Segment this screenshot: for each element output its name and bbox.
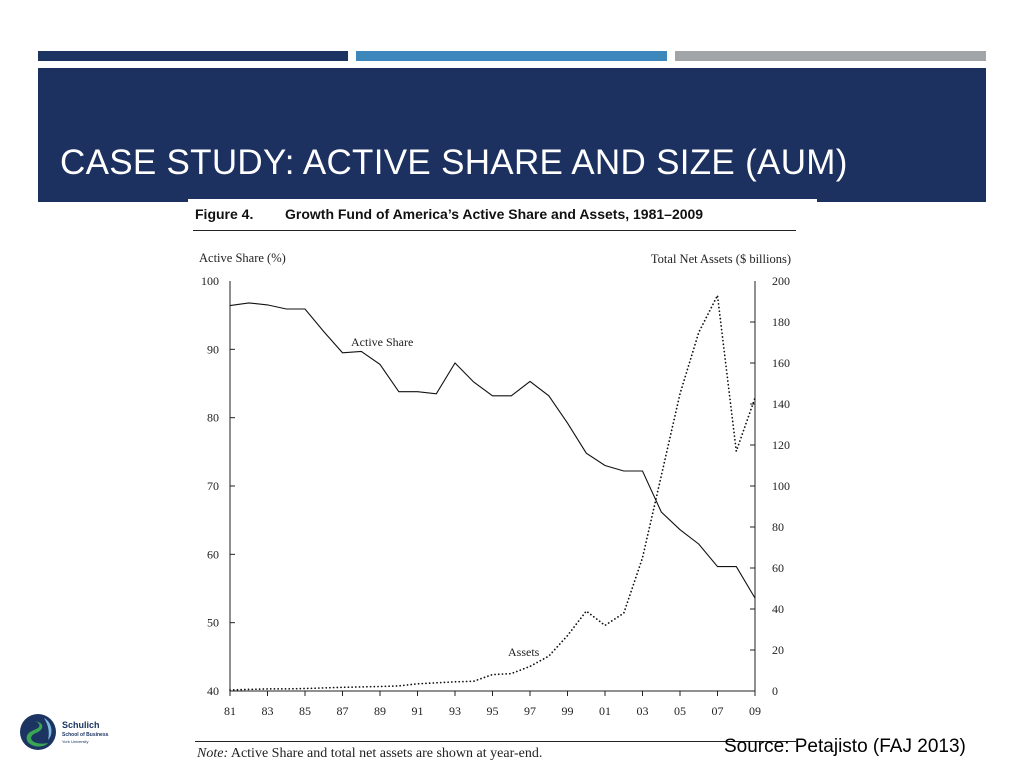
y-axis-right-title: Total Net Assets ($ billions): [651, 252, 791, 266]
x-tick-label-7: 95: [487, 704, 499, 718]
y-tick-label-right-3: 60: [772, 561, 784, 575]
y-tick-label-right-0: 0: [772, 684, 778, 698]
y-tick-label-left-6: 100: [201, 274, 219, 288]
series-label-active-share: Active Share: [351, 335, 413, 349]
header-stripe-gray: [675, 51, 986, 61]
y-tick-label-right-4: 80: [772, 520, 784, 534]
y-tick-label-left-1: 50: [207, 616, 219, 630]
y-tick-label-right-7: 140: [772, 397, 790, 411]
y-tick-label-right-1: 20: [772, 643, 784, 657]
title-banner: [38, 68, 986, 202]
figure-bottom-rule: [195, 741, 796, 742]
x-tick-label-14: 09: [749, 704, 761, 718]
x-tick-label-3: 87: [337, 704, 349, 718]
y-tick-label-right-8: 160: [772, 356, 790, 370]
y-axis-left-title: Active Share (%): [199, 251, 286, 265]
header-stripe-blue: [356, 51, 667, 61]
x-tick-label-2: 85: [299, 704, 311, 718]
x-tick-label-13: 07: [712, 704, 724, 718]
series-label-assets: Assets: [508, 645, 540, 659]
active-share-assets-chart: Active Share (%) Total Net Assets ($ bill…: [199, 251, 791, 718]
x-tick-label-12: 05: [674, 704, 686, 718]
slide-title: CASE STUDY: ACTIVE SHARE AND SIZE (AUM): [60, 143, 848, 182]
x-tick-label-6: 93: [449, 704, 461, 718]
logo-subtitle: School of Business: [62, 732, 109, 738]
schulich-logo: Schulich School of Business York Univers…: [18, 712, 118, 752]
figure-top-rule: [193, 230, 796, 231]
x-tick-label-5: 91: [412, 704, 424, 718]
y-tick-label-right-10: 200: [772, 274, 790, 288]
figure-caption: Growth Fund of America’s Active Share an…: [285, 206, 704, 222]
x-tick-label-10: 01: [599, 704, 611, 718]
y-tick-label-left-2: 60: [207, 547, 219, 561]
y-tick-label-left-5: 90: [207, 342, 219, 356]
figure-note-text: Active Share and total net assets are sh…: [228, 746, 543, 761]
x-tick-label-11: 03: [637, 704, 649, 718]
logo-name: Schulich: [62, 720, 100, 730]
logo-subtitle-university: York University: [62, 739, 89, 744]
source-citation: Source: Petajisto (FAJ 2013): [724, 736, 966, 757]
x-tick-label-8: 97: [524, 704, 536, 718]
figure-label: Figure 4.: [195, 206, 254, 222]
figure-note-label: Note:: [197, 746, 229, 761]
y-tick-label-left-0: 40: [207, 684, 219, 698]
x-tick-label-4: 89: [374, 704, 386, 718]
figure-note: Note: Active Share and total net assets …: [197, 746, 542, 762]
figure-panel: [188, 199, 817, 768]
y-tick-label-right-5: 100: [772, 479, 790, 493]
x-tick-label-0: 81: [224, 704, 236, 718]
y-tick-label-right-9: 180: [772, 315, 790, 329]
y-tick-label-left-3: 70: [207, 479, 219, 493]
header-stripe-navy: [38, 51, 348, 61]
series-line-assets: [229, 292, 756, 691]
x-tick-label-9: 99: [562, 704, 574, 718]
series-line-active-share: [229, 302, 756, 599]
y-tick-label-left-4: 80: [207, 411, 219, 425]
schulich-logo-icon: [20, 714, 56, 750]
x-tick-label-1: 83: [262, 704, 274, 718]
y-tick-label-right-2: 40: [772, 602, 784, 616]
y-tick-label-right-6: 120: [772, 438, 790, 452]
